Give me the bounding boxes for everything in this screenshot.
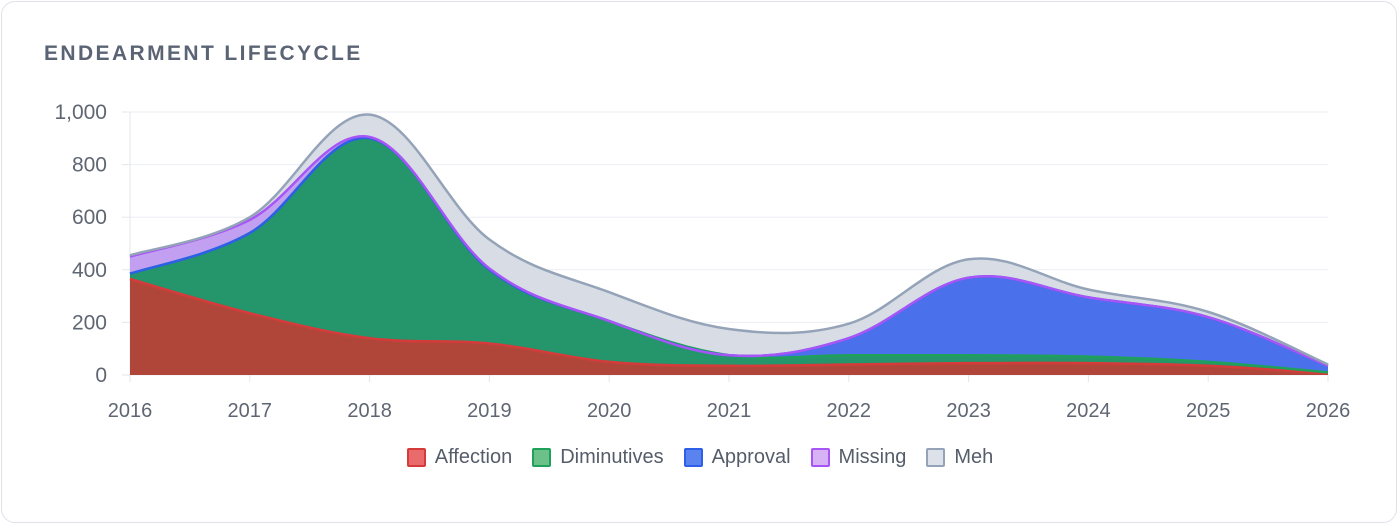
legend-label: Missing	[838, 446, 907, 468]
legend-item-approval[interactable]: Approval	[683, 446, 791, 469]
x-tick-labels: 2016 2017 2018 2019 2020 2021 2022 2023 2024 2025…	[108, 400, 1351, 422]
legend-swatch	[926, 448, 946, 467]
x-tick-label: 2022	[827, 400, 872, 422]
x-tick-label: 2023	[946, 400, 991, 422]
y-tick-label: 1,000	[54, 101, 107, 124]
legend-item-missing[interactable]: Missing	[810, 446, 907, 469]
legend-swatch	[810, 448, 830, 467]
legend-label: Approval	[711, 446, 791, 468]
y-tick-label: 0	[95, 364, 107, 387]
chart-legend: Affection Diminutives Approval Missing Meh	[0, 446, 1400, 469]
y-tick-label: 600	[72, 206, 107, 229]
y-tick-labels: 0 200 400 600 800 1,000	[54, 101, 107, 387]
area-diminutives	[130, 137, 1328, 374]
x-tick-label: 2024	[1066, 400, 1111, 422]
legend-label: Affection	[434, 446, 513, 468]
area-affection	[130, 279, 1328, 375]
x-tick-label: 2021	[707, 400, 752, 422]
x-tick-label: 2017	[228, 400, 273, 422]
legend-item-meh[interactable]: Meh	[926, 446, 993, 469]
line-affection	[129, 277, 1329, 375]
area-approval	[130, 137, 1328, 373]
series-lines	[129, 113, 1329, 375]
legend-label: Diminutives	[560, 446, 664, 468]
y-tick-label: 800	[72, 154, 107, 177]
legend-swatch	[532, 448, 552, 467]
legend-item-affection[interactable]: Affection	[406, 446, 513, 469]
x-tick-label: 2016	[108, 400, 153, 422]
legend-swatch	[683, 448, 703, 467]
legend-item-diminutives[interactable]: Diminutives	[532, 446, 664, 469]
x-tick-label: 2020	[587, 400, 632, 422]
x-tick-label: 2025	[1186, 400, 1231, 422]
area-meh	[130, 114, 1328, 366]
x-tick-label: 2026	[1306, 400, 1351, 422]
y-tick-label: 400	[72, 259, 107, 282]
x-tick-label: 2019	[467, 400, 512, 422]
x-tick-label: 2018	[347, 400, 392, 422]
legend-swatch	[406, 448, 426, 467]
line-meh	[129, 113, 1329, 366]
series-areas	[130, 114, 1328, 375]
legend-label: Meh	[954, 446, 994, 468]
chart-title: ENDEARMENT LIFECYCLE	[44, 42, 363, 65]
y-tick-label: 200	[72, 311, 107, 334]
line-missing	[129, 135, 1329, 367]
